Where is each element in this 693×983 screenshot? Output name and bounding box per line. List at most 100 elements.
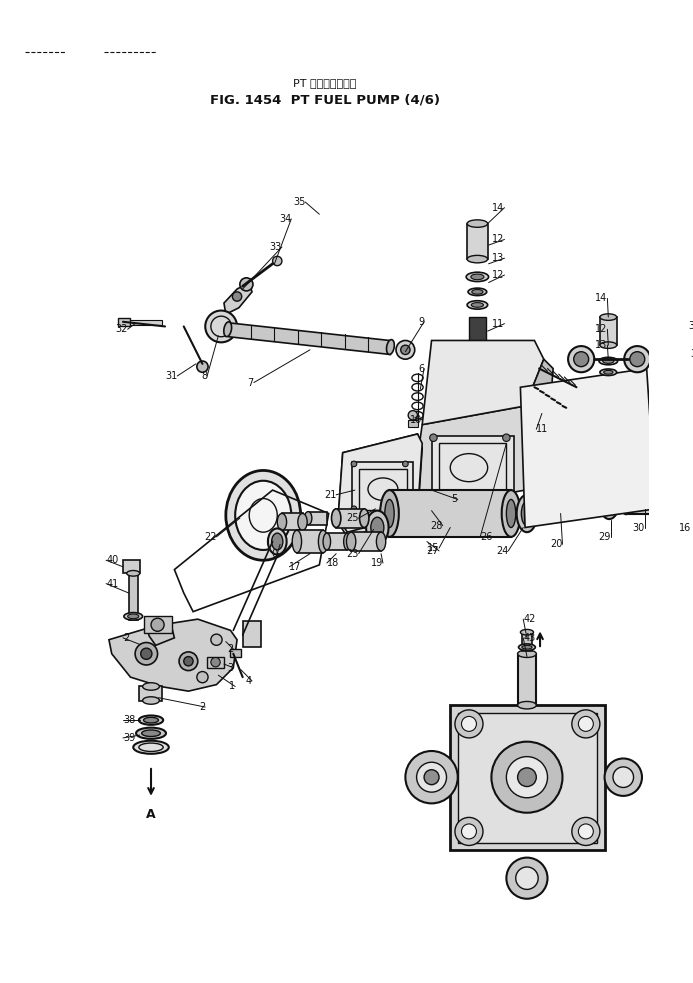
Polygon shape (692, 336, 693, 357)
Ellipse shape (472, 290, 483, 294)
Ellipse shape (660, 493, 671, 514)
Ellipse shape (385, 499, 394, 528)
Bar (297, 530, 323, 552)
Ellipse shape (376, 532, 386, 550)
Polygon shape (520, 369, 656, 528)
Text: 29: 29 (599, 532, 611, 542)
Text: 42: 42 (523, 614, 536, 624)
Ellipse shape (235, 481, 291, 549)
Ellipse shape (518, 650, 536, 658)
Text: 6: 6 (418, 364, 424, 374)
Ellipse shape (599, 357, 617, 365)
Ellipse shape (143, 683, 159, 690)
Ellipse shape (127, 570, 140, 576)
Circle shape (272, 257, 282, 265)
Polygon shape (422, 340, 544, 425)
Ellipse shape (600, 490, 619, 519)
Text: 37: 37 (689, 321, 693, 331)
Text: 14: 14 (492, 202, 505, 212)
Ellipse shape (268, 529, 287, 554)
Polygon shape (224, 282, 252, 315)
Text: 19: 19 (371, 558, 383, 568)
Circle shape (232, 292, 242, 301)
Text: 12: 12 (595, 324, 607, 334)
Text: A: A (146, 808, 156, 821)
Text: 1: 1 (229, 681, 235, 691)
Circle shape (403, 461, 408, 467)
Text: 23: 23 (346, 549, 358, 558)
Ellipse shape (224, 321, 231, 336)
Ellipse shape (387, 339, 394, 355)
Text: 24: 24 (496, 546, 508, 555)
Text: 9: 9 (418, 317, 424, 326)
Bar (327, 533, 347, 549)
Ellipse shape (471, 274, 484, 280)
Polygon shape (338, 434, 422, 537)
Text: 21: 21 (324, 490, 336, 499)
Text: 39: 39 (123, 733, 135, 743)
Circle shape (401, 345, 410, 355)
Text: 5: 5 (452, 494, 458, 504)
Text: 12: 12 (492, 235, 505, 245)
Text: 17: 17 (290, 561, 301, 572)
Circle shape (408, 411, 418, 420)
Bar (358, 469, 407, 510)
Text: 38: 38 (123, 716, 135, 725)
Text: 3: 3 (227, 663, 234, 672)
Circle shape (211, 634, 222, 645)
Circle shape (416, 762, 446, 792)
Bar (458, 713, 597, 842)
Ellipse shape (136, 727, 166, 739)
Circle shape (396, 340, 414, 359)
Text: 13: 13 (492, 254, 505, 263)
Ellipse shape (272, 533, 283, 549)
Ellipse shape (277, 513, 287, 530)
Bar (129, 573, 138, 620)
Ellipse shape (471, 303, 484, 308)
Text: 30: 30 (633, 523, 644, 533)
Ellipse shape (520, 629, 534, 635)
Ellipse shape (360, 509, 369, 528)
Text: 13: 13 (595, 340, 607, 350)
Circle shape (574, 352, 588, 367)
Circle shape (405, 751, 458, 803)
Circle shape (141, 648, 152, 660)
Bar (432, 435, 514, 499)
Bar (143, 616, 172, 633)
Ellipse shape (371, 517, 384, 538)
Circle shape (579, 824, 593, 838)
Ellipse shape (133, 741, 169, 754)
Circle shape (604, 759, 642, 796)
Ellipse shape (522, 645, 532, 649)
Bar (139, 686, 162, 701)
Bar (352, 462, 413, 516)
Bar (439, 443, 507, 492)
Ellipse shape (604, 494, 615, 513)
Circle shape (424, 770, 439, 784)
Circle shape (455, 818, 483, 845)
Text: 16: 16 (679, 523, 692, 533)
Text: 26: 26 (480, 532, 493, 542)
Circle shape (502, 434, 510, 441)
Text: 14: 14 (595, 293, 607, 304)
Circle shape (507, 757, 547, 798)
Circle shape (572, 818, 600, 845)
Polygon shape (413, 406, 534, 509)
Text: 28: 28 (430, 521, 443, 531)
Circle shape (135, 643, 157, 665)
Circle shape (568, 346, 595, 373)
Bar (308, 511, 327, 525)
Polygon shape (146, 619, 175, 645)
Ellipse shape (507, 499, 516, 528)
Ellipse shape (226, 471, 301, 560)
Ellipse shape (124, 612, 143, 620)
Bar (469, 318, 486, 343)
Ellipse shape (600, 342, 617, 348)
Ellipse shape (344, 533, 351, 549)
Circle shape (197, 671, 208, 683)
Bar (336, 509, 365, 528)
Circle shape (613, 767, 633, 787)
Ellipse shape (141, 730, 160, 736)
Bar (518, 654, 536, 705)
Circle shape (518, 768, 536, 786)
